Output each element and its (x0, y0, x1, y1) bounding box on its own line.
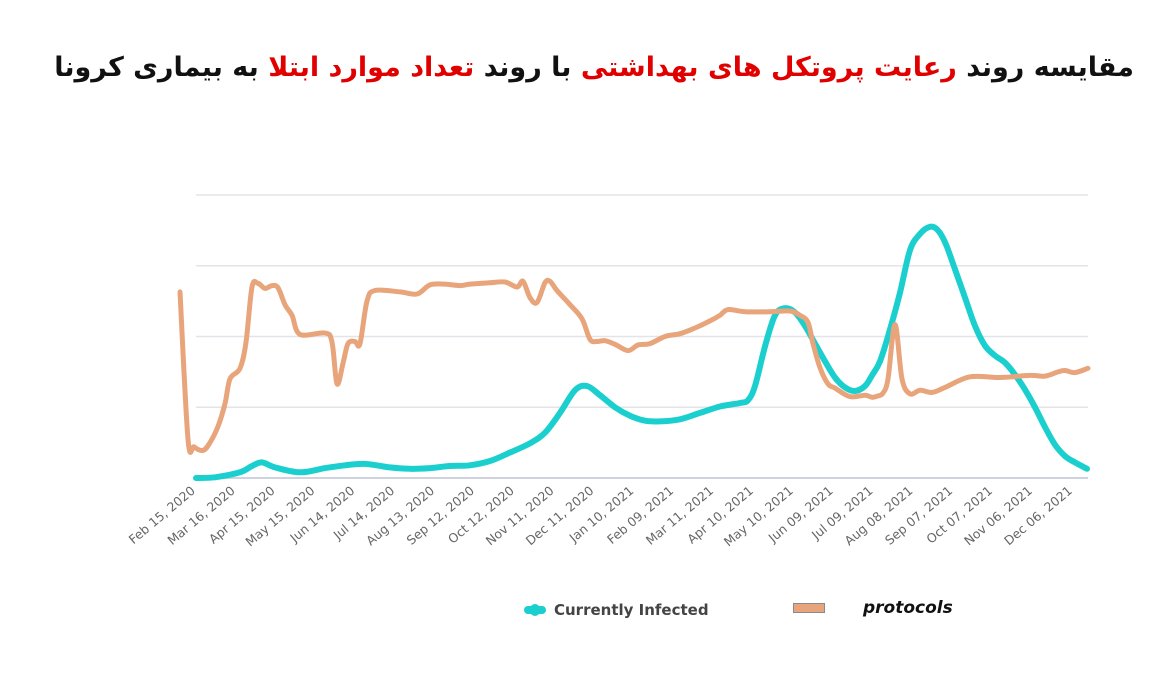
title-part-5: به بیماری کرونا (54, 52, 269, 83)
title-part-4-highlight: تعداد موارد ابتلا (268, 52, 475, 83)
x-tick-label: Aug 13, 2020 (363, 483, 437, 549)
chart-title: مقایسه روند رعایت پروتکل های بهداشتی با … (54, 52, 1134, 83)
x-tick-label: Nov 06, 2021 (961, 483, 1035, 549)
title-part-1: مقایسه روند (956, 52, 1134, 83)
gridlines (196, 194, 1088, 479)
x-tick-label: Dec 06, 2021 (1001, 483, 1075, 548)
legend-item-currently-infected[interactable]: Currently Infected (524, 601, 709, 619)
legend-label-protocols: protocols (863, 598, 953, 618)
title-part-2-highlight: رعایت پروتکل های بهداشتی (580, 52, 958, 83)
legend-marker-protocols-icon (793, 603, 825, 613)
x-tick-label: May 10, 2021 (721, 483, 796, 549)
x-tick-label: Feb 15, 2020 (126, 483, 198, 547)
legend-label-infected: Currently Infected (554, 601, 709, 619)
x-tick-label: Nov 11, 2020 (483, 483, 557, 549)
x-tick-label: May 15, 2020 (242, 483, 317, 549)
legend-marker-infected-icon (524, 604, 546, 616)
x-tick-label: Dec 11, 2020 (523, 483, 597, 548)
series-protocols-line (177, 277, 1091, 455)
series-currently-infected-line (193, 223, 1090, 481)
legend-item-protocols[interactable]: protocols (793, 598, 953, 618)
chart-series (177, 223, 1091, 481)
x-tick-label: Aug 08, 2021 (841, 483, 915, 549)
title-part-3: با روند (474, 52, 581, 83)
chart-legend: Currently Infected protocols (0, 598, 1164, 626)
